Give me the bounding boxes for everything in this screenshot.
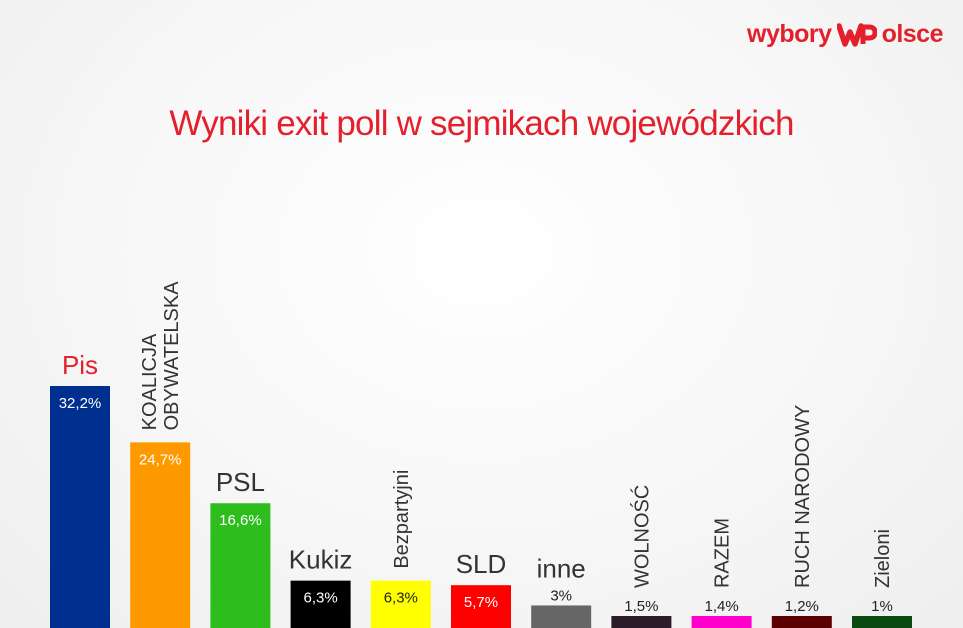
category-label-bezpartyjni: Bezpartyjni <box>391 470 413 569</box>
value-label-koalicja-obywatelska: 24,7% <box>139 451 182 468</box>
category-label-ruch-narodowy: RUCH NARODOWY <box>792 405 814 588</box>
bar-bezpartyjni <box>370 580 431 628</box>
bar-razem <box>691 616 752 628</box>
category-label-sld: SLD <box>456 549 507 579</box>
bar-psl <box>210 503 271 628</box>
category-label-wolność: WOLNOŚĆ <box>629 485 653 588</box>
value-label-razem: 1,4% <box>704 598 738 615</box>
brand-text-right: olsce <box>881 20 944 48</box>
wp-logo-icon <box>836 22 877 47</box>
value-label-ruch-narodowy: 1,2% <box>785 598 819 615</box>
bar-zieloni <box>852 616 912 628</box>
category-label-pis: Pis <box>62 350 98 380</box>
bar-koalicja-obywatelska <box>130 442 191 628</box>
category-label-inne: inne <box>537 553 586 583</box>
value-label-pis: 32,2% <box>59 395 102 412</box>
value-label-sld: 5,7% <box>464 594 498 611</box>
value-label-wolność: 1,5% <box>624 598 658 615</box>
category-label-razem: RAZEM <box>712 518 734 588</box>
value-label-kukiz: 6,3% <box>303 590 337 607</box>
bar-ruch-narodowy <box>771 616 832 628</box>
category-label-psl: PSL <box>216 467 265 497</box>
bar-kukiz <box>290 580 351 628</box>
chart-title: Wyniki exit poll w sejmikach wojewódzkic… <box>169 104 794 143</box>
value-label-bezpartyjni: 6,3% <box>384 590 418 607</box>
category-label-koalicja-obywatelska-line-1: KOALICJA <box>139 333 161 430</box>
category-label-koalicja-obywatelska-line-2: OBYWATELSKA <box>161 281 183 431</box>
bar-sld <box>451 585 511 628</box>
value-label-zieloni: 1% <box>871 598 893 615</box>
value-label-psl: 16,6% <box>219 512 262 529</box>
bar-pis <box>50 386 110 628</box>
bar-wolność <box>611 616 672 628</box>
brand-logo: wybory olsce <box>747 20 943 49</box>
brand-text-left: wybory <box>747 20 832 48</box>
bar-inne <box>531 605 592 628</box>
category-label-kukiz: Kukiz <box>289 545 353 575</box>
category-label-zieloni: Zieloni <box>872 529 894 588</box>
value-label-inne: 3% <box>550 587 572 604</box>
